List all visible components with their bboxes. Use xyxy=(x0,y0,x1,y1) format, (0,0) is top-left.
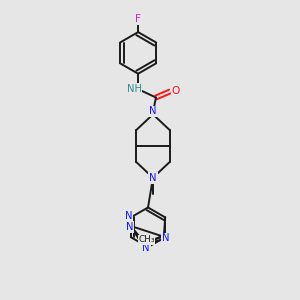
Text: F: F xyxy=(135,14,141,24)
Text: N: N xyxy=(149,106,157,116)
Text: N: N xyxy=(142,243,150,253)
Text: N: N xyxy=(162,233,169,243)
Text: N: N xyxy=(125,212,133,221)
Text: NH: NH xyxy=(127,84,142,94)
Text: N: N xyxy=(126,222,134,232)
Text: N: N xyxy=(149,173,157,183)
Text: O: O xyxy=(172,85,180,96)
Text: CH₃: CH₃ xyxy=(138,235,155,244)
